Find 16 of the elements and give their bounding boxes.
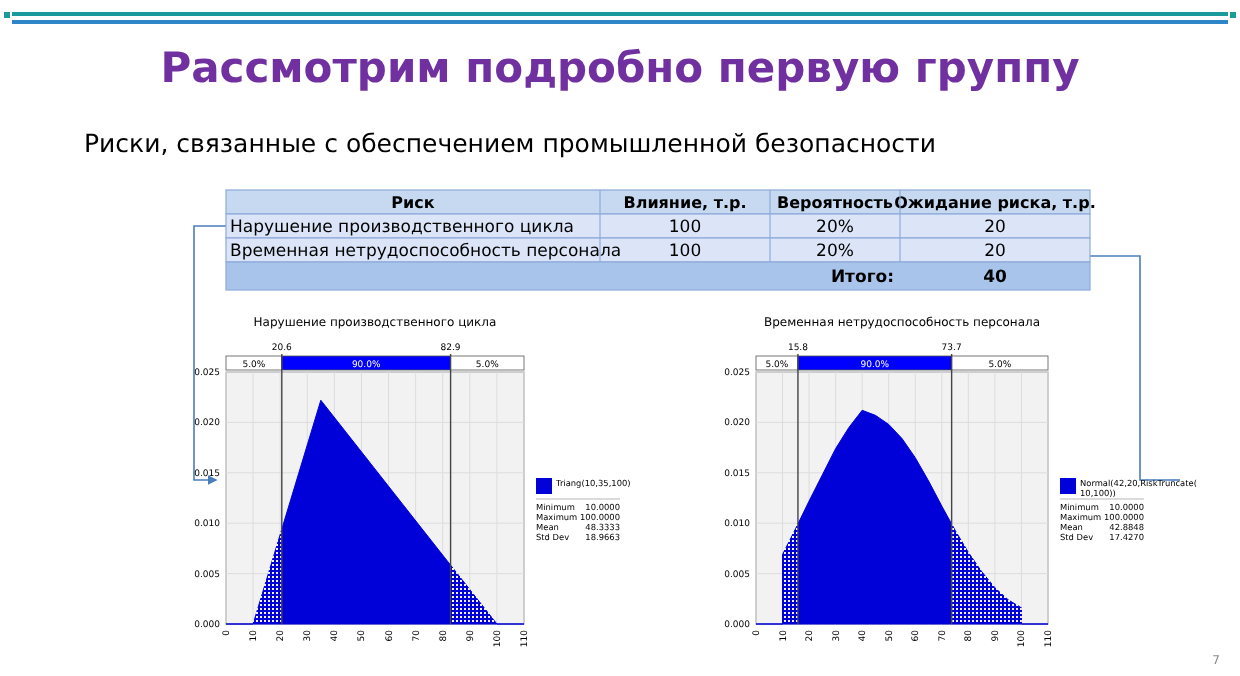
text: Рассмотрим подробно первую группу: [160, 44, 1081, 92]
category-label: Нарушение производственного цикла: [230, 218, 574, 238]
series-label: Влияние, т.р.: [623, 194, 747, 212]
text: Итого:: [830, 268, 894, 288]
text: Вероятность: [777, 194, 893, 212]
data-label: 100: [668, 218, 702, 238]
data-label: 20: [984, 218, 1006, 238]
data-label: 20: [984, 242, 1006, 262]
data-label: 20%: [816, 242, 854, 262]
text: Риск: [391, 194, 436, 212]
text: Ожидание риска, т.р.: [894, 194, 1096, 212]
category-label: Временная нетрудоспособность персонала: [230, 242, 622, 262]
data-label: 100: [668, 242, 702, 262]
data-label: 20%: [816, 218, 854, 238]
text: 40: [983, 268, 1007, 288]
text: Риски, связанные с обеспечением промышленной безопасности: [84, 128, 936, 158]
